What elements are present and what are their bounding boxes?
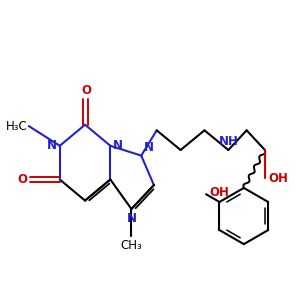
Text: N: N (113, 139, 123, 152)
Text: N: N (143, 141, 154, 154)
Text: CH₃: CH₃ (121, 239, 142, 252)
Text: H₃C: H₃C (6, 120, 27, 133)
Text: O: O (82, 84, 92, 97)
Text: OH: OH (209, 186, 229, 200)
Text: N: N (126, 212, 136, 225)
Text: O: O (17, 173, 27, 186)
Text: N: N (46, 139, 56, 152)
Text: NH: NH (218, 135, 238, 148)
Text: OH: OH (268, 172, 288, 184)
